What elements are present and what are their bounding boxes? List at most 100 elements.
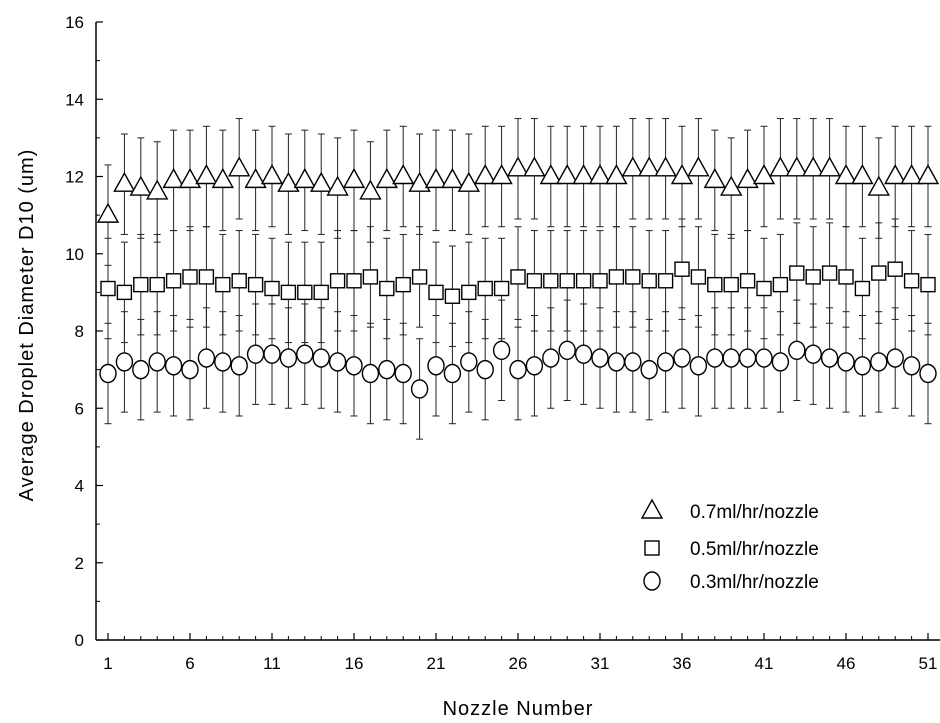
circle-marker xyxy=(673,348,691,368)
circle-marker xyxy=(755,348,773,368)
circle-marker xyxy=(804,344,822,364)
circle-marker xyxy=(722,348,740,368)
triangle-marker xyxy=(687,156,710,177)
triangle-marker xyxy=(211,167,234,189)
square-marker xyxy=(625,269,641,285)
y-tick-label: 12 xyxy=(65,168,84,187)
triangle-marker xyxy=(769,156,792,177)
square-marker xyxy=(231,273,247,289)
triangle-marker xyxy=(900,164,923,185)
triangle-marker xyxy=(654,156,677,177)
circle-marker xyxy=(410,379,429,399)
square-marker xyxy=(772,276,789,293)
triangle-marker xyxy=(326,175,349,196)
y-tick-label: 6 xyxy=(75,399,84,418)
circle-marker xyxy=(738,348,757,368)
triangle-marker xyxy=(178,167,202,189)
circle-marker xyxy=(476,359,494,380)
square-marker xyxy=(198,269,215,285)
legend-circle-icon xyxy=(643,571,661,591)
circle-marker xyxy=(558,340,576,361)
square-marker xyxy=(215,276,231,293)
square-marker xyxy=(690,269,707,285)
triangle-marker xyxy=(802,156,825,177)
circle-marker xyxy=(427,356,445,376)
legend-entry-label: 0.3ml/hr/nozzle xyxy=(690,572,819,593)
y-tick-label: 10 xyxy=(65,245,84,264)
triangle-marker xyxy=(720,175,743,196)
circle-marker xyxy=(214,352,232,372)
circle-marker xyxy=(837,352,855,372)
square-marker xyxy=(133,276,149,293)
circle-marker xyxy=(164,356,183,376)
triangle-marker xyxy=(621,156,644,177)
y-tick-label: 14 xyxy=(65,90,84,109)
square-marker xyxy=(165,273,182,289)
square-marker xyxy=(739,273,756,289)
triangle-marker xyxy=(572,164,595,185)
circle-marker xyxy=(230,356,248,376)
triangle-marker xyxy=(359,179,382,200)
circle-marker xyxy=(870,352,888,372)
square-marker xyxy=(247,276,264,293)
square-marker xyxy=(723,276,739,293)
triangle-marker xyxy=(228,156,251,177)
circle-marker xyxy=(509,359,527,380)
square-marker xyxy=(887,261,903,277)
square-marker xyxy=(559,273,575,289)
triangle-marker xyxy=(195,164,218,185)
circle-marker xyxy=(197,348,216,368)
triangle-marker xyxy=(96,202,120,223)
triangle-marker xyxy=(785,156,808,177)
circle-marker xyxy=(246,344,265,364)
circle-marker xyxy=(181,359,199,380)
circle-marker xyxy=(591,348,609,368)
square-marker xyxy=(657,273,674,289)
triangle-marker xyxy=(490,164,513,185)
circle-marker xyxy=(574,344,593,364)
square-marker xyxy=(379,280,395,297)
square-marker xyxy=(444,288,461,304)
square-marker xyxy=(871,265,887,281)
circle-marker xyxy=(886,348,904,368)
square-marker xyxy=(608,269,625,285)
circle-marker xyxy=(542,348,560,368)
x-tick-label: 46 xyxy=(837,654,856,673)
circle-marker xyxy=(148,352,166,372)
triangle-marker xyxy=(605,164,628,185)
triangle-marker xyxy=(441,167,464,189)
x-tick-label: 1 xyxy=(103,654,112,673)
square-marker xyxy=(100,280,116,297)
circle-marker xyxy=(361,363,380,384)
circle-marker xyxy=(132,359,150,380)
square-marker xyxy=(854,280,871,297)
square-marker xyxy=(756,280,772,297)
square-marker xyxy=(362,269,379,285)
square-marker xyxy=(313,284,329,301)
triangle-marker xyxy=(736,167,759,189)
square-marker xyxy=(346,273,362,289)
circle-marker xyxy=(689,356,708,376)
circle-marker xyxy=(820,348,839,368)
x-axis-ticks: 1 6 11 16 21 26 31 36 41 46 51 xyxy=(103,633,937,673)
square-marker xyxy=(280,284,297,301)
triangle-marker xyxy=(670,164,694,185)
circle-marker xyxy=(525,356,544,376)
y-tick-label: 0 xyxy=(75,631,84,650)
square-marker xyxy=(526,273,543,289)
legend-entry-label: 0.7ml/hr/nozzle xyxy=(690,502,819,523)
y-axis-ticks: 0 2 4 6 8 10 12 14 16 xyxy=(65,13,103,650)
circle-marker xyxy=(378,359,396,380)
square-marker xyxy=(575,273,592,289)
triangle-marker xyxy=(916,164,940,185)
triangle-marker xyxy=(277,171,300,192)
triangle-marker xyxy=(424,167,448,189)
x-tick-label: 21 xyxy=(427,654,446,673)
x-tick-label: 16 xyxy=(345,654,364,673)
legend-square-icon xyxy=(644,540,660,556)
triangle-marker xyxy=(523,156,546,177)
square-marker xyxy=(461,284,477,301)
square-marker xyxy=(182,269,198,285)
triangle-marker xyxy=(588,164,612,185)
